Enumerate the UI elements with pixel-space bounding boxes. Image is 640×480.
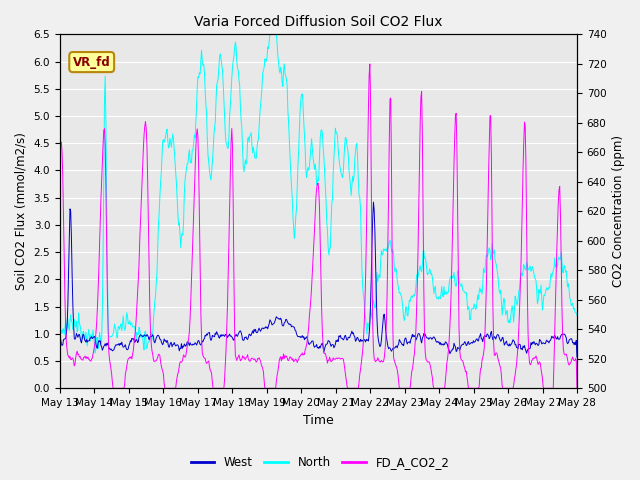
Legend: West, North, FD_A_CO2_2: West, North, FD_A_CO2_2 xyxy=(186,452,454,474)
Y-axis label: Soil CO2 Flux (mmol/m2/s): Soil CO2 Flux (mmol/m2/s) xyxy=(15,132,28,290)
Y-axis label: CO2 Concentration (ppm): CO2 Concentration (ppm) xyxy=(612,135,625,288)
Text: VR_fd: VR_fd xyxy=(73,56,111,69)
Title: Varia Forced Diffusion Soil CO2 Flux: Varia Forced Diffusion Soil CO2 Flux xyxy=(194,15,443,29)
X-axis label: Time: Time xyxy=(303,414,334,427)
